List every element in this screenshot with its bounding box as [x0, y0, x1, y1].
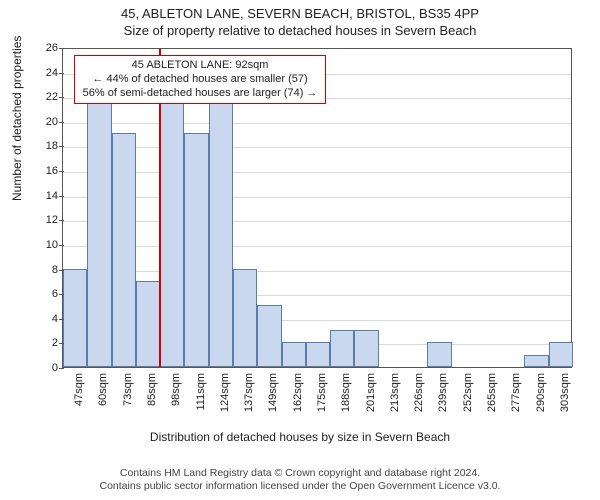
- x-tick-label: 98sqm: [170, 373, 182, 406]
- histogram-bar: [330, 330, 354, 367]
- title-block: 45, ABLETON LANE, SEVERN BEACH, BRISTOL,…: [0, 0, 600, 38]
- chart-title-line1: 45, ABLETON LANE, SEVERN BEACH, BRISTOL,…: [0, 6, 600, 21]
- histogram-bar: [282, 342, 306, 367]
- x-tick-label: 47sqm: [73, 373, 85, 406]
- y-tick-label: 18: [18, 140, 58, 152]
- x-tick-label: 60sqm: [97, 373, 109, 406]
- x-tick-label: 213sqm: [389, 373, 401, 412]
- x-tick-label: 175sqm: [316, 373, 328, 412]
- y-tick-label: 26: [18, 42, 58, 54]
- histogram-bar: [87, 96, 111, 367]
- histogram-bar: [63, 269, 87, 367]
- histogram-bar: [427, 342, 451, 367]
- annotation-line3: 56% of semi-detached houses are larger (…: [83, 87, 318, 101]
- attribution-line1: Contains HM Land Registry data © Crown c…: [0, 467, 600, 481]
- chart-frame: 45, ABLETON LANE, SEVERN BEACH, BRISTOL,…: [0, 0, 600, 500]
- x-tick-label: 149sqm: [267, 373, 279, 412]
- histogram-bar: [184, 133, 208, 367]
- x-tick-label: 124sqm: [219, 373, 231, 412]
- x-tick-label: 73sqm: [122, 373, 134, 406]
- y-tick-label: 2: [18, 337, 58, 349]
- histogram-bar: [233, 269, 257, 367]
- grid-line: [63, 221, 571, 222]
- y-tick-label: 22: [18, 91, 58, 103]
- x-tick-label: 201sqm: [365, 373, 377, 412]
- histogram-bar: [209, 96, 233, 367]
- x-tick-label: 111sqm: [195, 373, 207, 411]
- y-tick-label: 14: [18, 190, 58, 202]
- histogram-bar: [136, 281, 160, 367]
- x-tick-label: 277sqm: [510, 373, 522, 412]
- x-tick-label: 239sqm: [437, 373, 449, 412]
- y-tick-label: 12: [18, 214, 58, 226]
- x-tick-label: 162sqm: [292, 373, 304, 412]
- annotation-line1: 45 ABLETON LANE: 92sqm: [83, 59, 318, 73]
- grid-line: [63, 246, 571, 247]
- histogram-bar: [112, 133, 136, 367]
- y-tick-label: 24: [18, 67, 58, 79]
- y-tick-label: 16: [18, 165, 58, 177]
- x-tick-label: 85sqm: [146, 373, 158, 406]
- y-tick-label: 6: [18, 288, 58, 300]
- attribution-line2: Contains public sector information licen…: [0, 480, 600, 494]
- grid-line: [63, 172, 571, 173]
- x-axis-label: Distribution of detached houses by size …: [0, 430, 600, 444]
- x-tick-label: 252sqm: [462, 373, 474, 412]
- x-tick-label: 290sqm: [535, 373, 547, 412]
- y-tick-label: 0: [18, 362, 58, 374]
- plot-area: 47sqm60sqm73sqm85sqm98sqm111sqm124sqm137…: [62, 48, 572, 368]
- histogram-bar: [354, 330, 378, 367]
- y-tick-label: 4: [18, 313, 58, 325]
- y-tick-label: 20: [18, 116, 58, 128]
- x-tick-label: 265sqm: [486, 373, 498, 412]
- histogram-bar: [549, 342, 573, 367]
- histogram-bar: [257, 305, 281, 367]
- histogram-bar: [524, 355, 548, 367]
- x-tick-label: 226sqm: [413, 373, 425, 412]
- attribution-text: Contains HM Land Registry data © Crown c…: [0, 467, 600, 494]
- y-tick-label: 10: [18, 239, 58, 251]
- grid-line: [63, 123, 571, 124]
- x-tick-label: 188sqm: [340, 373, 352, 412]
- grid-line: [63, 147, 571, 148]
- grid-line: [63, 197, 571, 198]
- y-tick-label: 8: [18, 264, 58, 276]
- x-tick-label: 303sqm: [559, 373, 571, 412]
- chart-title-line2: Size of property relative to detached ho…: [0, 23, 600, 38]
- grid-line: [63, 271, 571, 272]
- annotation-box: 45 ABLETON LANE: 92sqm← 44% of detached …: [74, 55, 327, 104]
- histogram-bar: [306, 342, 330, 367]
- histogram-bar: [160, 96, 184, 367]
- x-tick-label: 137sqm: [243, 373, 255, 412]
- annotation-line2: ← 44% of detached houses are smaller (57…: [83, 73, 318, 87]
